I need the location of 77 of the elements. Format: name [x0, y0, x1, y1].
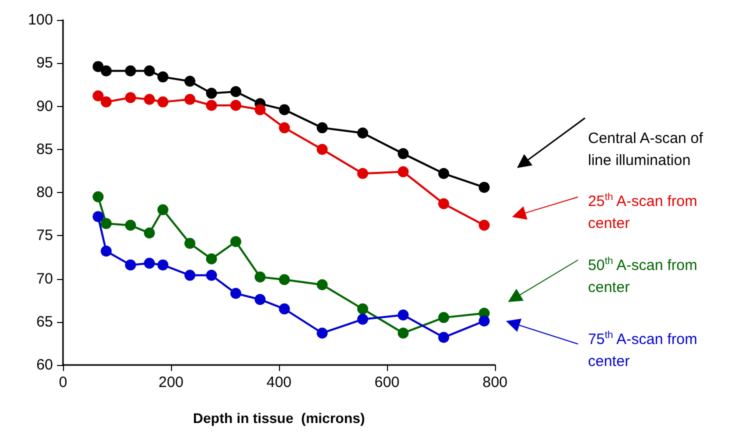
point	[206, 270, 217, 281]
point	[254, 272, 266, 283]
point	[254, 294, 266, 305]
point	[398, 148, 409, 160]
point	[144, 258, 155, 269]
x-tick-label: 800	[482, 374, 508, 391]
legend-label: 25$^{th}$ A-scan from center	[588, 191, 698, 234]
point	[157, 71, 168, 82]
point	[144, 228, 155, 239]
point	[278, 303, 290, 314]
point	[478, 220, 490, 231]
y-tick-label: 95	[36, 54, 53, 72]
point	[144, 65, 155, 76]
point	[125, 259, 136, 270]
y-tick-label: 60	[36, 356, 53, 374]
point	[278, 104, 290, 116]
point	[184, 94, 196, 105]
x-tick-label: 600	[374, 374, 400, 391]
point	[357, 168, 368, 180]
point	[206, 88, 217, 99]
point	[357, 303, 368, 314]
point	[316, 144, 328, 155]
point	[184, 76, 196, 87]
point	[278, 122, 290, 134]
point	[254, 104, 266, 116]
legend-label: 75$^{th}$ A-scan from center	[588, 329, 698, 372]
point	[206, 100, 217, 111]
point	[398, 309, 409, 320]
x-tick-label: 0	[58, 374, 68, 391]
point	[316, 328, 328, 339]
text: Central A-scan of line illumination	[588, 129, 704, 171]
point	[157, 259, 168, 270]
point	[125, 220, 136, 231]
x-tick-label: 200	[158, 374, 184, 391]
x-axis-title: Depth in tissue (microns)	[192, 410, 366, 426]
point	[184, 270, 196, 281]
point	[92, 90, 104, 102]
point	[206, 253, 217, 264]
point	[92, 211, 104, 222]
point	[438, 198, 450, 210]
point	[230, 86, 242, 98]
x-tick-label: 400	[266, 374, 292, 391]
point	[157, 96, 168, 108]
point	[100, 246, 112, 257]
y-tick-label: 75	[36, 227, 53, 244]
legend-label: 50$^{th}$ A-scan from center	[588, 255, 698, 298]
point	[100, 96, 112, 108]
y-tick-label: 70	[36, 270, 53, 288]
point	[230, 288, 242, 299]
point	[316, 122, 328, 134]
point	[357, 127, 368, 138]
y-tick-label: 100	[28, 12, 53, 28]
point	[92, 61, 104, 72]
point	[144, 94, 155, 105]
point	[230, 236, 242, 248]
point	[398, 328, 409, 339]
point	[438, 312, 450, 324]
point	[357, 314, 368, 325]
point	[184, 238, 196, 249]
point	[230, 100, 242, 111]
y-tick-label: 90	[36, 98, 53, 115]
point	[278, 274, 290, 286]
y-tick-label: 65	[36, 313, 53, 330]
y-tick-label: 85	[36, 140, 53, 158]
y-tick-label: 80	[36, 184, 53, 201]
point	[125, 92, 136, 104]
point	[398, 166, 409, 178]
point	[478, 316, 490, 327]
point	[316, 279, 328, 290]
point	[125, 65, 136, 76]
point	[100, 218, 112, 230]
point	[92, 191, 104, 202]
point	[478, 182, 490, 193]
point	[157, 204, 168, 216]
point	[438, 332, 450, 343]
point	[100, 65, 112, 76]
point	[438, 168, 450, 180]
